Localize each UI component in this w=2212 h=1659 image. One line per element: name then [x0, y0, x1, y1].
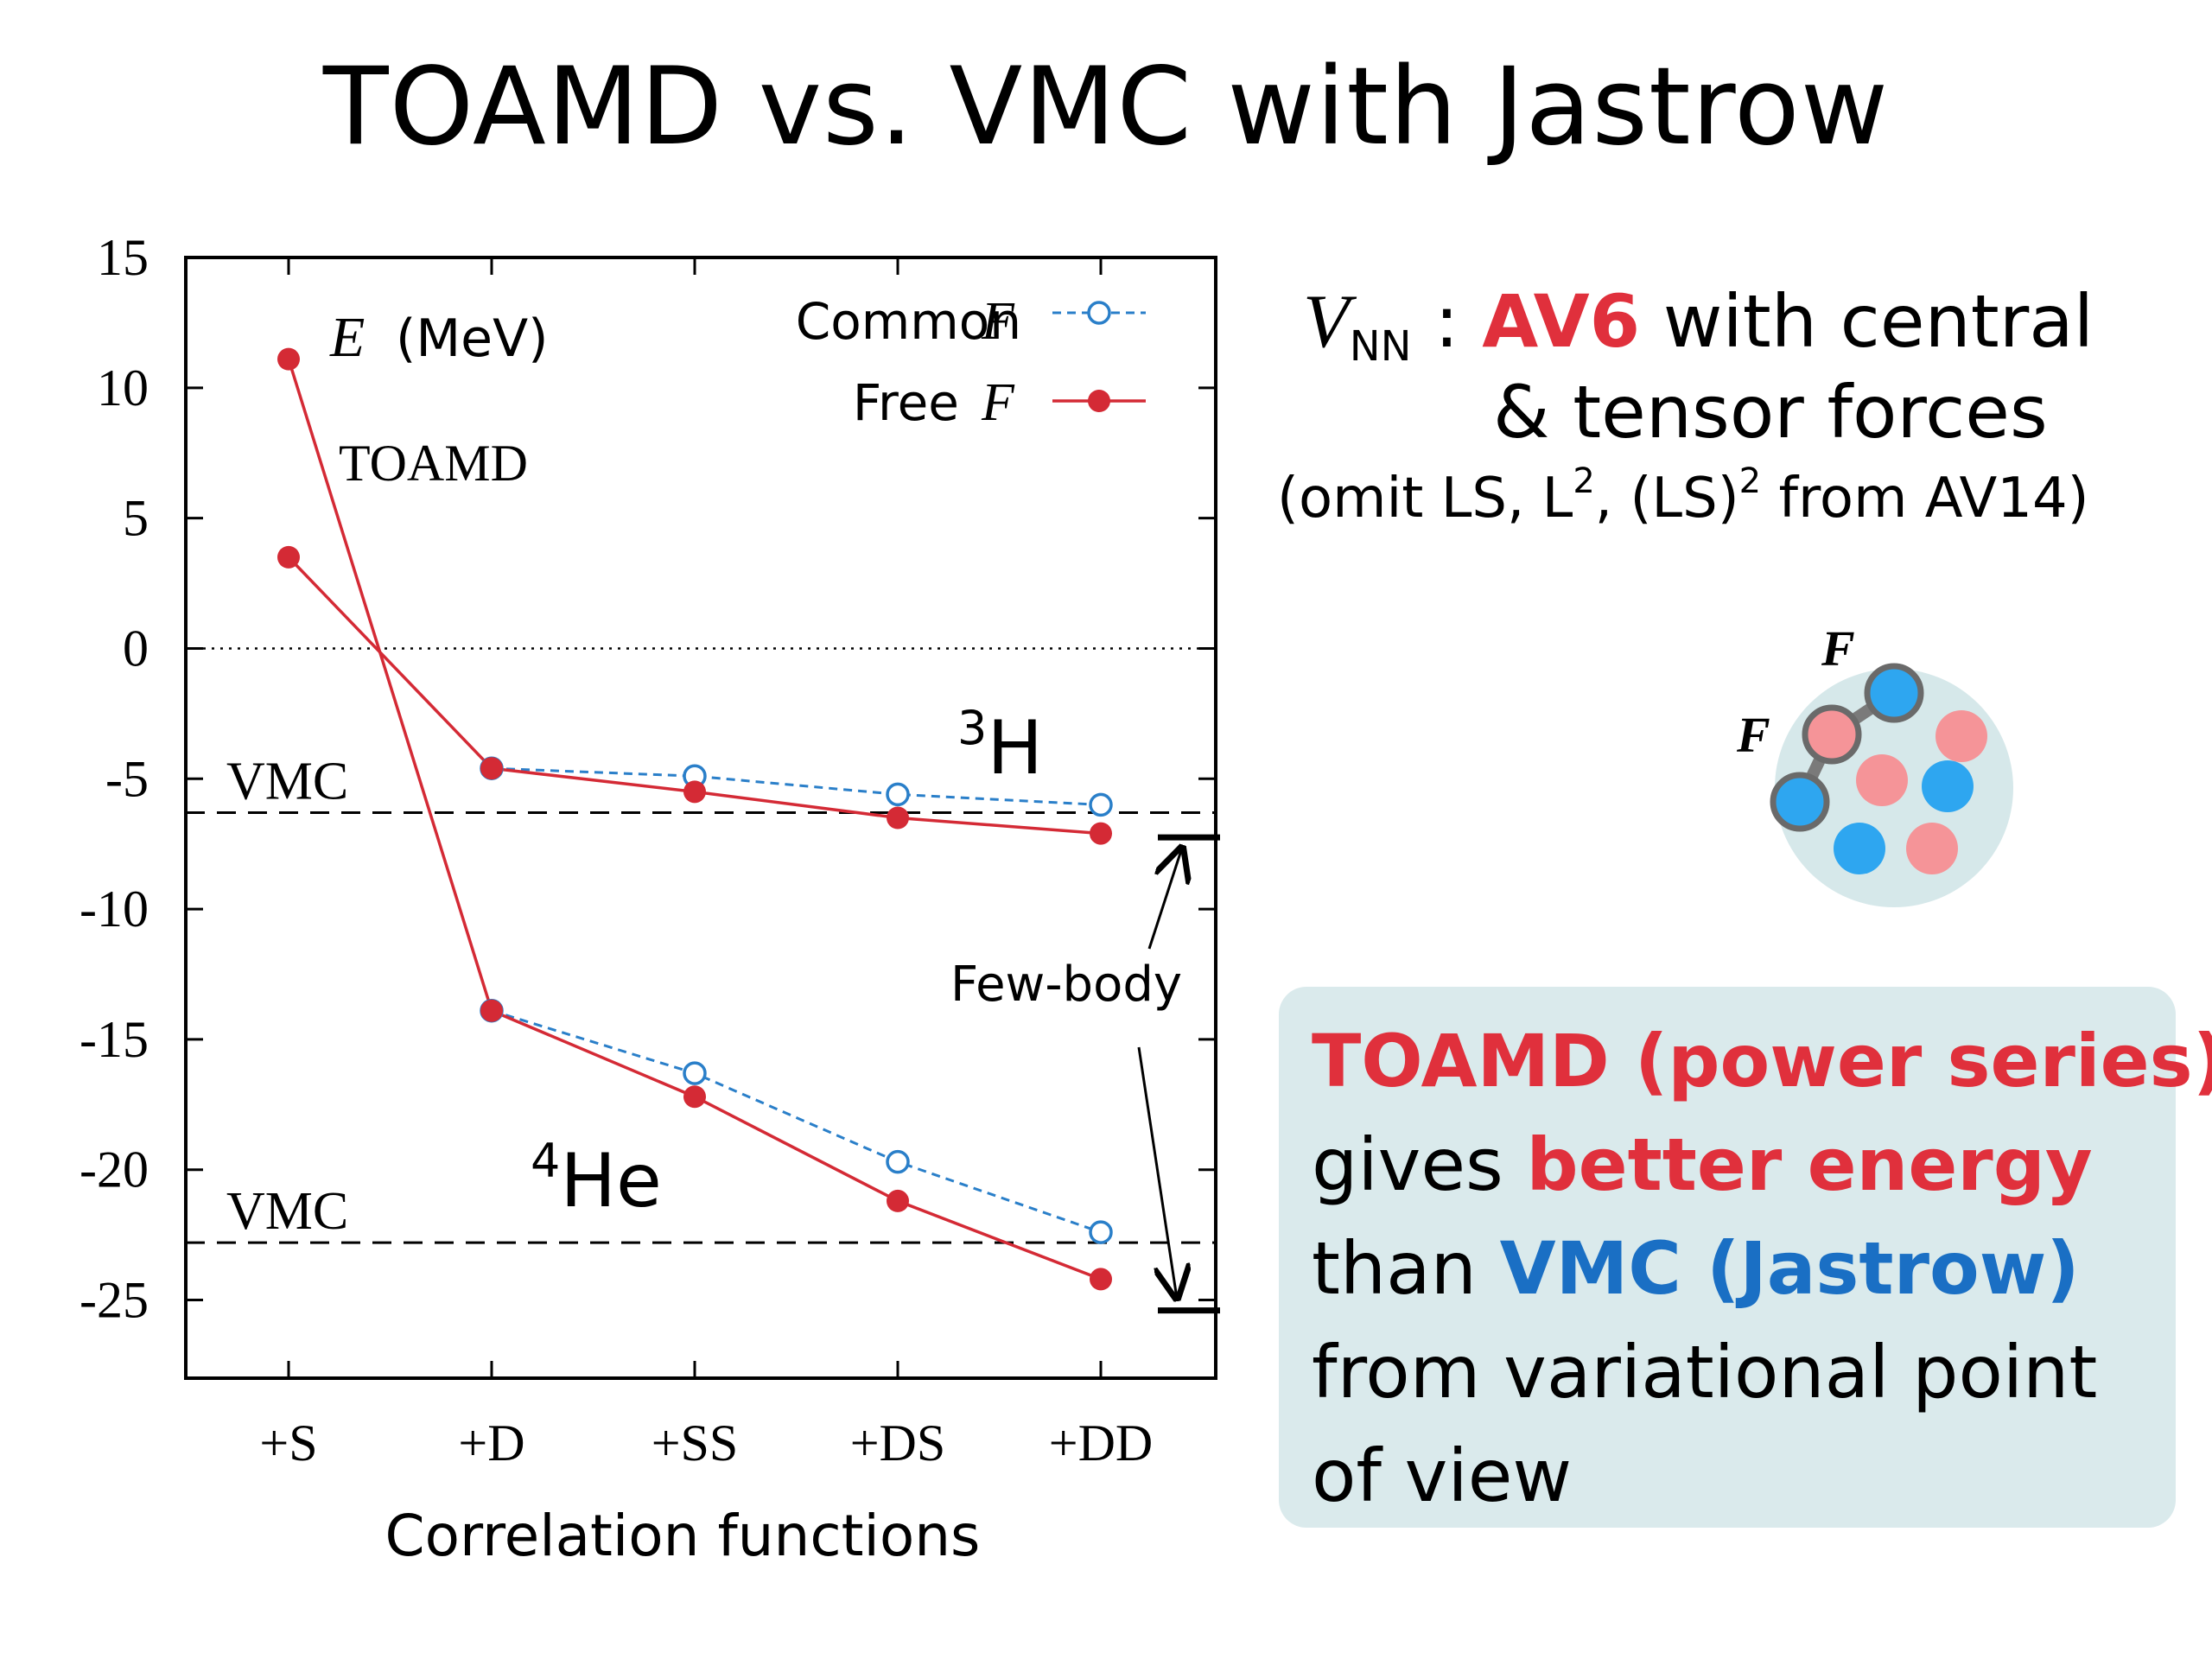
- summary-line-2: gives better energy: [1312, 1113, 2176, 1217]
- vnn-omit-part-1: (omit LS, L: [1277, 467, 1573, 531]
- summary-line-1: TOAMD (power series): [1312, 1019, 2212, 1103]
- x-tick-label: +DS: [850, 1414, 946, 1471]
- vnn-omit-part-2: , (LS): [1594, 467, 1739, 531]
- summary-better-energy: better energy: [1526, 1122, 2093, 1207]
- data-point-free: [887, 806, 909, 830]
- toamd-label: TOAMD: [339, 435, 528, 492]
- h3-label: 3H: [957, 701, 1043, 791]
- nucleon-blue: [1922, 760, 1974, 812]
- y-tick-label: 10: [97, 359, 149, 416]
- summary-gives: gives: [1312, 1122, 1527, 1207]
- vnn-colon: :: [1411, 279, 1483, 364]
- y-tick-label: -15: [79, 1011, 149, 1068]
- y-tick-label: -25: [79, 1272, 149, 1329]
- correlation-f-label: F: [1821, 622, 1855, 677]
- data-point-common: [683, 1061, 707, 1085]
- data-point-free: [1090, 822, 1112, 845]
- series-line-4He-common: [491, 1009, 1102, 1234]
- chart-labels: 15 10 5 0 -5 -10 -15 -20 -25 +S +D +SS +DS +DD VMC VMC: [79, 229, 1153, 1471]
- h3-mass-number: 3: [957, 701, 987, 755]
- vnn-line1-rest: with central: [1640, 279, 2094, 364]
- x-tick-label: +DD: [1049, 1414, 1154, 1471]
- data-point-common: [886, 1149, 910, 1174]
- data-point-free: [277, 347, 300, 371]
- data-point-common: [886, 782, 910, 807]
- vnn-subscript: NN: [1349, 322, 1412, 371]
- nucleus-diagram: F F: [1736, 622, 2013, 907]
- axis-ticks: [186, 256, 1216, 1378]
- plot-frame: [184, 256, 1217, 1380]
- few-body-arrow-up: [1147, 848, 1182, 950]
- data-point-free: [683, 1085, 706, 1109]
- vmc-label: VMC: [226, 1182, 348, 1241]
- correlation-f-label: F: [1736, 707, 1770, 763]
- y-axis-unit: (MeV): [396, 308, 549, 369]
- summary-text: TOAMD (power series) gives better energy…: [1312, 1009, 2212, 1528]
- nucleon-red-linked: [1802, 704, 1862, 765]
- summary-vmc-jastrow: VMC (Jastrow): [1499, 1226, 2080, 1311]
- legend-common-marker: [1087, 301, 1111, 325]
- nucleon-red: [1906, 823, 1958, 874]
- nucleon-red: [1856, 754, 1908, 806]
- he4-mass-number: 4: [531, 1134, 560, 1188]
- y-tick-label: 0: [123, 620, 149, 677]
- summary-line-5: of view: [1312, 1433, 1573, 1518]
- legend-common-label: Common: [796, 292, 1021, 351]
- legend-free-label: Free: [853, 373, 959, 432]
- legend: Common F Free F: [796, 292, 1146, 432]
- data-point-free: [1090, 1268, 1112, 1291]
- vmc-label: VMC: [226, 752, 348, 810]
- nucleon-blue: [1834, 823, 1885, 874]
- nucleon-blue-linked: [1864, 663, 1924, 723]
- legend-free-marker: [1088, 390, 1110, 412]
- x-tick-label: +SS: [652, 1414, 739, 1471]
- slide-title: TOAMD vs. VMC with Jastrow: [322, 45, 1890, 169]
- he4-label: 4He: [531, 1134, 662, 1224]
- data-point-common: [1089, 792, 1113, 817]
- vnn-symbol: V: [1303, 280, 1350, 364]
- data-point-common: [1089, 1220, 1113, 1244]
- legend-common-symbol: F: [981, 292, 1015, 351]
- y-tick-label: -5: [105, 750, 149, 807]
- few-body-arrow-down: [1137, 1046, 1177, 1299]
- y-tick-label: 15: [97, 229, 149, 286]
- summary-line-4: from variational point: [1312, 1330, 2098, 1414]
- legend-free-symbol: F: [981, 373, 1015, 432]
- x-tick-label: +S: [259, 1414, 317, 1471]
- series-line-4He-free: [287, 359, 1102, 1281]
- x-axis-title: Correlation functions: [385, 1503, 981, 1569]
- h3-symbol: H: [987, 705, 1043, 791]
- few-body-label: Few-body: [950, 957, 1182, 1013]
- data-point-free: [480, 999, 503, 1022]
- vnn-line-3: (omit LS, L2, (LS)2 from AV14): [1277, 457, 2202, 540]
- y-tick-label: -10: [79, 880, 149, 938]
- summary-line-3: than VMC (Jastrow): [1312, 1217, 2176, 1320]
- vnn-line-2: & tensor forces: [1493, 370, 2048, 454]
- data-point-free: [480, 757, 503, 780]
- y-axis-symbol: E: [329, 306, 365, 369]
- vnn-line-1: VNN : AV6 with central: [1303, 276, 2202, 367]
- summary-box: [1279, 987, 2176, 1528]
- summary-than: than: [1312, 1226, 1500, 1311]
- he4-symbol: He: [560, 1138, 662, 1224]
- vnn-omit-part-3: from AV14): [1761, 467, 2089, 531]
- y-tick-label: 5: [123, 490, 149, 547]
- data-point-free: [887, 1189, 909, 1212]
- data-point-free: [277, 545, 300, 569]
- y-tick-label: -20: [79, 1141, 149, 1198]
- nucleon-red: [1936, 710, 1987, 762]
- series-group: [277, 347, 1113, 1291]
- nucleon-blue-linked: [1770, 772, 1830, 832]
- x-tick-label: +D: [458, 1414, 524, 1471]
- reference-lines: [186, 647, 1220, 1314]
- vnn-omit-sup-1: 2: [1573, 461, 1595, 501]
- vnn-omit-sup-2: 2: [1738, 461, 1762, 501]
- vnn-av6: AV6: [1482, 279, 1641, 364]
- vnn-description: VNN : AV6 with central & tensor forces (…: [1277, 276, 2202, 540]
- data-point-free: [683, 780, 706, 804]
